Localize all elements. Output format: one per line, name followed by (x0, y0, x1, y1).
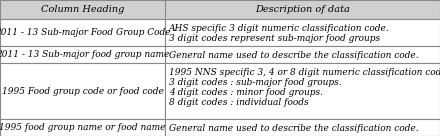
Text: 8 digit codes : individual foods: 8 digit codes : individual foods (169, 98, 308, 107)
Text: 3 digit codes represent sub-major food groups: 3 digit codes represent sub-major food g… (169, 34, 380, 43)
Bar (165, 19, 440, 46)
Bar (0, 0, 165, 19)
Text: 3 digit codes : sub-major food groups.: 3 digit codes : sub-major food groups. (169, 78, 341, 87)
Bar (0, 19, 165, 46)
Text: General name used to describe the classification code.: General name used to describe the classi… (169, 51, 418, 60)
Bar (165, 119, 440, 136)
Bar (165, 63, 440, 119)
Text: 1995 Food group code or food code: 1995 Food group code or food code (2, 87, 163, 96)
Text: General name used to describe the classification code.: General name used to describe the classi… (169, 123, 418, 133)
Text: Description of data: Description of data (255, 5, 350, 14)
Text: 4 digit codes : minor food groups.: 4 digit codes : minor food groups. (169, 88, 323, 97)
Text: Column Heading: Column Heading (41, 5, 124, 14)
Text: AHS specific 3 digit numeric classification code.: AHS specific 3 digit numeric classificat… (169, 24, 390, 33)
Text: 1995 food group name or food name: 1995 food group name or food name (0, 123, 166, 132)
Text: 2011 - 13 Sub-major Food Group Code: 2011 - 13 Sub-major Food Group Code (0, 28, 170, 37)
Bar (165, 46, 440, 63)
Bar (165, 0, 440, 19)
Bar (0, 119, 165, 136)
Text: 1995 NNS specific 3, 4 or 8 digit numeric classification code.: 1995 NNS specific 3, 4 or 8 digit numeri… (169, 68, 440, 77)
Text: 2011 - 13 Sub-major food group name: 2011 - 13 Sub-major food group name (0, 50, 169, 59)
Bar (0, 46, 165, 63)
Bar (0, 63, 165, 119)
